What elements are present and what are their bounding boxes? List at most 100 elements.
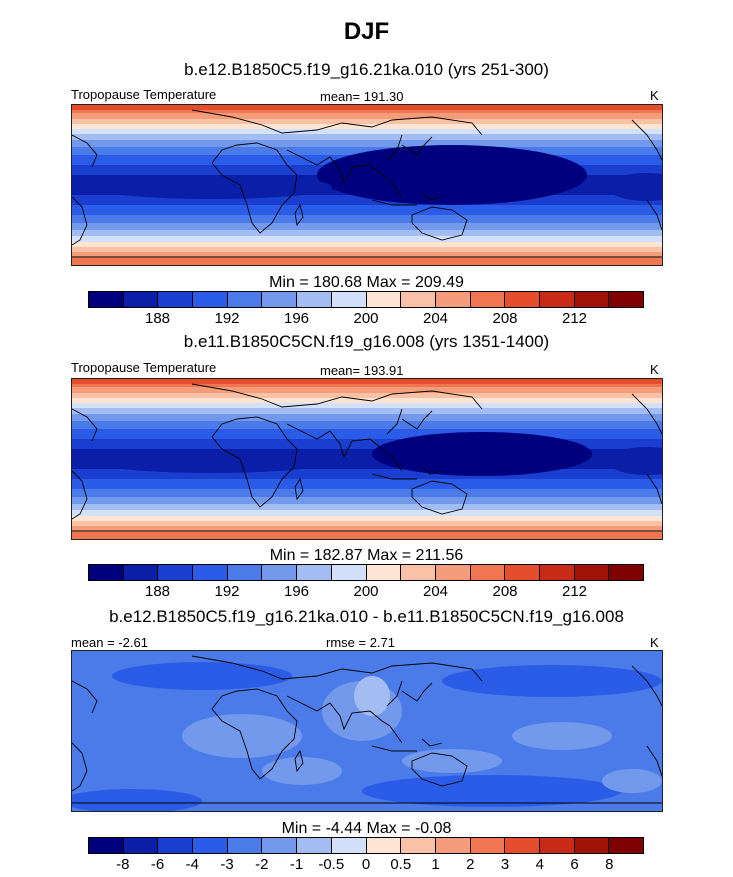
map-band: [72, 147, 662, 155]
coastline: [386, 408, 433, 435]
colorbar-tick-label: -8: [116, 856, 130, 873]
map-band: [72, 421, 662, 429]
coastline: [631, 119, 662, 231]
map-contour-region: [354, 676, 390, 716]
panel1-minmax: Min = 180.68 Max = 209.49: [269, 274, 464, 291]
colorbar-tick-label: -6: [150, 856, 165, 873]
coastline: [286, 695, 391, 731]
panel2-colorbar: [88, 564, 644, 581]
colorbar-swatch: [435, 292, 471, 307]
map-contour-region: [72, 789, 202, 811]
map-band: [72, 439, 662, 449]
coastline: [411, 752, 468, 787]
coastline: [371, 725, 443, 752]
map-band: [72, 497, 662, 504]
colorbar-tick-label: 188: [144, 583, 171, 600]
panel1-variable-label: Tropopause Temperature: [71, 87, 217, 102]
colorbar-swatch: [331, 292, 367, 307]
colorbar-swatch: [539, 292, 575, 307]
map-band: [72, 242, 662, 247]
coastline: [294, 477, 304, 501]
colorbar-swatch: [574, 838, 610, 853]
colorbar-tick-label: 212: [561, 583, 588, 600]
colorbar-tick-label: 4: [535, 856, 544, 873]
map-contour-region: [402, 749, 502, 773]
colorbar-swatch: [227, 565, 263, 580]
panel3-minmax: Min = -4.44 Max = -0.08: [281, 820, 452, 837]
panel3-map: [71, 650, 663, 812]
panel2-case-title: b.e11.B1850C5CN.f19_g16.008 (yrs 1351-14…: [183, 332, 550, 351]
coastline: [211, 416, 298, 508]
panel3-colorbar: [88, 837, 644, 854]
map-band: [72, 119, 662, 124]
coastline: [411, 206, 468, 241]
colorbar-tick-label: 208: [492, 310, 518, 327]
colorbar-swatch: [193, 565, 228, 580]
colorbar-swatch: [401, 292, 436, 307]
colorbar-swatch: [539, 838, 575, 853]
colorbar-swatch: [401, 838, 436, 853]
coastline: [286, 423, 391, 459]
colorbar-swatch: [401, 565, 436, 580]
colorbar-swatch: [574, 292, 610, 307]
colorbar-swatch: [89, 292, 124, 307]
coastline: [72, 680, 98, 792]
map-band: [72, 379, 662, 384]
colorbar-tick-label: 1: [431, 856, 440, 873]
panel2-minmax: Min = 182.87 Max = 211.56: [269, 547, 464, 564]
colorbar-swatch: [505, 565, 540, 580]
colorbar-swatch: [89, 565, 124, 580]
coastline: [371, 453, 443, 480]
panel1-units-label: K: [650, 88, 659, 103]
colorbar-tick-label: 192: [214, 583, 240, 600]
map-band: [72, 113, 662, 119]
map-contour-region: [362, 775, 622, 807]
map-band: [72, 247, 662, 252]
map-band: [72, 532, 662, 539]
map-band: [72, 469, 662, 479]
colorbar-swatch: [609, 838, 643, 853]
map-band: [72, 258, 662, 265]
map-contour-region: [262, 757, 342, 785]
coastline: [191, 109, 483, 136]
colorbar-swatch: [366, 838, 402, 853]
map-band: [72, 504, 662, 510]
colorbar-swatch: [297, 565, 332, 580]
colorbar-swatch: [158, 838, 194, 853]
coastline: [386, 134, 433, 161]
colorbar-swatch: [470, 292, 506, 307]
colorbar-swatch: [505, 292, 540, 307]
map-band: [72, 479, 662, 489]
coastline: [386, 680, 433, 707]
colorbar-tick-label: -2: [255, 856, 269, 873]
map-band: [72, 526, 662, 532]
colorbar-swatch: [435, 565, 471, 580]
colorbar-tick-label: 200: [353, 583, 379, 600]
colorbar-swatch: [331, 838, 367, 853]
colorbar-tick-label: 208: [492, 583, 518, 600]
map-band: [72, 403, 662, 408]
map-band: [72, 105, 662, 110]
map-cold-core: [92, 175, 332, 199]
colorbar-swatch: [262, 838, 298, 853]
colorbar-tick-label: 6: [570, 856, 579, 873]
colorbar-swatch: [123, 292, 159, 307]
map-contour-region: [602, 769, 662, 793]
page-title: DJF: [343, 18, 390, 45]
map-band: [72, 408, 662, 414]
map-band: [72, 215, 662, 223]
coastline: [411, 480, 468, 515]
map-band: [72, 134, 662, 140]
colorbar-swatch: [366, 292, 402, 307]
colorbar-swatch: [574, 565, 610, 580]
map-band: [72, 387, 662, 393]
colorbar-tick-label: -4: [185, 856, 199, 873]
coastline: [72, 408, 98, 520]
colorbar-tick-label: -3: [220, 856, 234, 873]
panel2-map-field: [72, 379, 662, 539]
map-band: [72, 252, 662, 258]
colorbar-swatch: [435, 838, 471, 853]
map-band: [72, 414, 662, 421]
map-band: [72, 516, 662, 521]
colorbar-tick-label: 0.5: [390, 856, 412, 873]
